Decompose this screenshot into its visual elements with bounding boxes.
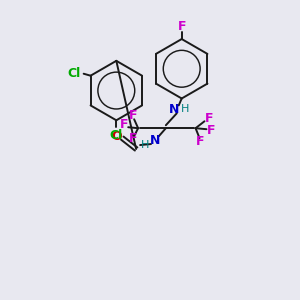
Text: H: H [181,104,189,114]
Text: H: H [141,140,149,150]
Text: F: F [129,109,137,122]
Text: F: F [129,132,137,145]
Text: F: F [205,112,214,125]
Text: F: F [120,118,128,131]
Text: F: F [196,135,205,148]
Text: F: F [207,124,216,137]
Text: N: N [169,103,179,116]
Text: F: F [178,20,186,33]
Text: Cl: Cl [110,129,123,142]
Text: N: N [150,134,160,147]
Text: Cl: Cl [67,67,80,80]
Text: O: O [111,130,122,142]
